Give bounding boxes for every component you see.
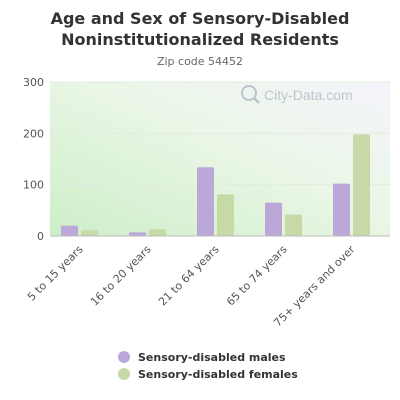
bar-females (285, 214, 302, 236)
x-axis: 5 to 15 years 16 to 20 years 21 to 64 year… (25, 235, 390, 329)
x-tick-label: 16 to 20 years (88, 243, 154, 309)
bar-males (129, 232, 146, 236)
legend-item-males: Sensory-disabled males (118, 349, 298, 365)
bar-males (265, 202, 282, 236)
chart-subtitle: Zip code 54452 (156, 55, 244, 68)
chart-title: Age and Sex of Sensory-Disabled Noninsti… (0, 8, 400, 50)
chart-title-line-1: Age and Sex of Sensory-Disabled (50, 9, 350, 28)
bar-females (217, 194, 234, 236)
x-tick-label: 21 to 64 years (156, 243, 222, 309)
y-tick-label: 100 (23, 179, 44, 192)
watermark-logo-handle (253, 97, 260, 104)
y-axis: 0 100 200 300 (23, 76, 44, 243)
x-tick-label: 5 to 15 years (25, 243, 86, 304)
bar-males (61, 225, 78, 236)
watermark-text: City-Data.com (264, 87, 353, 103)
bar-males (197, 167, 214, 236)
bar-females (353, 134, 370, 236)
chart-title-line-2: Noninstitutionalized Residents (61, 30, 339, 49)
y-tick-label: 300 (23, 76, 44, 89)
legend: Sensory-disabled males Sensory-disabled … (118, 349, 298, 383)
legend-swatch-males (118, 351, 130, 363)
y-tick-label: 200 (23, 127, 44, 140)
bar-females (149, 229, 166, 236)
bar-females (81, 230, 98, 236)
legend-item-females: Sensory-disabled females (118, 366, 298, 382)
watermark: City-Data.com (241, 85, 353, 104)
bars (61, 134, 370, 236)
x-tick-label: 65 to 74 years (224, 243, 290, 309)
bar-males (333, 183, 350, 236)
legend-label-females: Sensory-disabled females (138, 367, 298, 381)
legend-label-males: Sensory-disabled males (138, 350, 286, 364)
legend-swatch-females (118, 368, 130, 380)
y-tick-label: 0 (37, 230, 44, 243)
watermark-logo-icon (241, 85, 257, 101)
